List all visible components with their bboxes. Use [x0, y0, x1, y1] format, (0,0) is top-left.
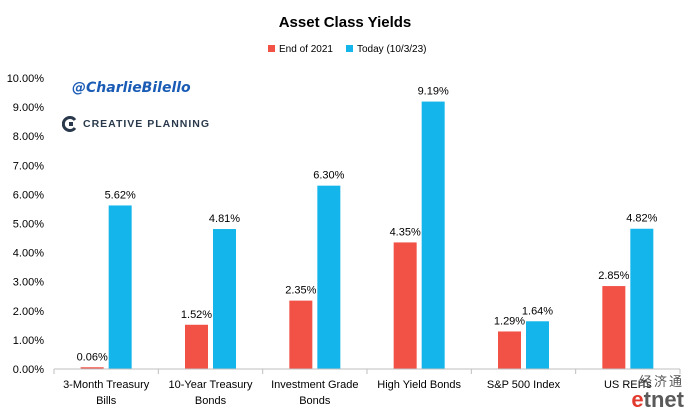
y-tick-label: 3.00%	[13, 277, 44, 289]
bar-today	[213, 229, 236, 369]
y-tick-label: 1.00%	[13, 335, 44, 347]
y-axis: 0.00% 1.00% 2.00% 3.00% 4.00% 5.00% 6.00% 7.00%…	[7, 73, 45, 376]
watermark-chinese: 经济通	[638, 375, 684, 390]
y-tick-label: 6.00%	[13, 189, 44, 201]
y-tick-label: 7.00%	[13, 160, 44, 172]
bar-end-of-2021	[498, 331, 521, 369]
y-tick-label: 8.00%	[13, 131, 44, 143]
watermark-logo: etnet	[631, 387, 684, 412]
y-tick-label: 0.00%	[13, 364, 44, 376]
legend-label: End of 2021	[279, 44, 333, 55]
bar-today	[630, 228, 654, 369]
x-category-label: Bonds	[195, 395, 227, 407]
x-category-label: Bonds	[299, 395, 331, 407]
y-tick-label: 5.00%	[13, 219, 44, 231]
bar-today	[108, 205, 132, 369]
value-label: 4.82%	[626, 213, 657, 225]
value-label: 1.52%	[181, 309, 212, 321]
y-tick-label: 10.00%	[7, 73, 45, 85]
value-label: 6.30%	[313, 170, 344, 182]
value-label: 0.06%	[77, 351, 108, 363]
bar-end-of-2021	[289, 300, 313, 369]
legend-label: Today (10/3/23)	[357, 44, 427, 55]
value-label: 2.35%	[285, 285, 316, 297]
etnet-watermark: 经济通 etnet	[631, 376, 684, 411]
y-tick-label: 9.00%	[13, 102, 44, 114]
value-label: 1.29%	[494, 315, 525, 327]
value-labels: 0.06% 5.62% 1.52% 4.81% 2.35% 6.30% 4.35% 9.19%…	[77, 86, 658, 364]
x-category-label: 10-Year Treasury	[169, 379, 253, 391]
bar-end-of-2021	[185, 324, 208, 369]
legend-swatch	[268, 45, 275, 52]
x-category-label: 3-Month Treasury	[63, 379, 150, 391]
x-category-label: Investment Grade	[271, 379, 358, 391]
author-handle: @CharlieBilello	[72, 80, 191, 96]
bars	[80, 101, 654, 370]
value-label: 5.62%	[105, 189, 136, 201]
value-label: 9.19%	[418, 86, 449, 98]
y-tick-label: 2.00%	[13, 306, 44, 318]
value-label: 4.81%	[209, 213, 240, 225]
x-category-label: Bills	[96, 395, 117, 407]
x-category-label: High Yield Bonds	[377, 379, 461, 391]
bar-end-of-2021	[80, 367, 104, 369]
x-category-label: S&P 500 Index	[487, 379, 561, 391]
bar-today	[317, 185, 341, 369]
x-category-label: US REITs	[604, 379, 652, 391]
legend-swatch	[346, 45, 353, 52]
bar-today	[421, 101, 445, 370]
x-axis: 3-Month Treasury Bills 10-Year Treasury Bon…	[53, 368, 681, 407]
creative-planning-logo-icon	[62, 116, 77, 132]
value-label: 1.64%	[522, 305, 553, 317]
brand-logo: CREATIVE PLANNING	[62, 116, 210, 132]
bar-end-of-2021	[602, 286, 626, 369]
brand-name: CREATIVE PLANNING	[83, 118, 211, 130]
value-label: 4.35%	[390, 226, 421, 238]
bar-today	[526, 321, 549, 369]
legend: End of 2021 Today (10/3/23)	[268, 44, 427, 55]
value-label: 2.85%	[598, 270, 629, 282]
chart-title: Asset Class Yields	[279, 14, 412, 31]
y-tick-label: 4.00%	[13, 248, 44, 260]
bar-end-of-2021	[393, 242, 417, 369]
